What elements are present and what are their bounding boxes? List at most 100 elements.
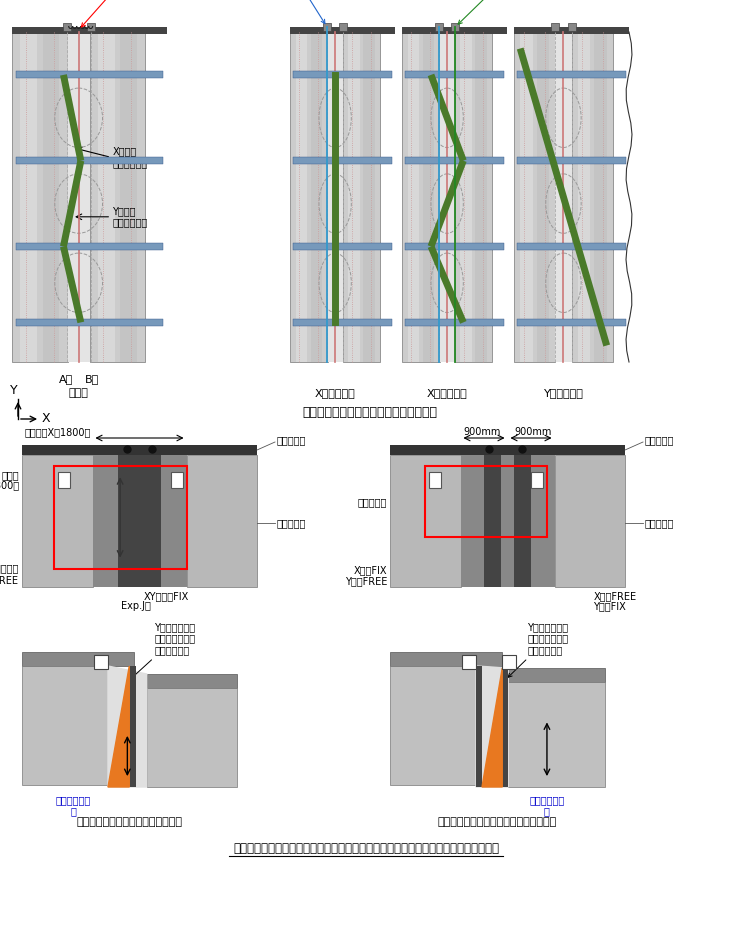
Text: 外壁ライン: 外壁ライン [645, 435, 674, 445]
Bar [390, 455, 460, 587]
Bar [89, 32, 145, 362]
Bar [518, 158, 626, 164]
Bar [425, 466, 548, 537]
Text: 内壁ライン: 内壁ライン [645, 518, 674, 528]
Bar [120, 32, 137, 362]
Text: 900mm: 900mm [514, 427, 552, 437]
Bar [293, 71, 392, 79]
Bar [343, 32, 381, 362]
Text: Y＝1800㎜: Y＝1800㎜ [0, 480, 19, 491]
Bar [22, 445, 257, 455]
Bar [296, 32, 307, 362]
Bar [92, 455, 187, 587]
Bar [460, 32, 471, 362]
Bar [408, 32, 419, 362]
Bar [531, 473, 543, 489]
Bar [518, 319, 626, 326]
Bar [293, 158, 392, 164]
Bar [86, 23, 94, 31]
Bar [402, 32, 440, 362]
Bar [290, 32, 328, 362]
Bar [537, 32, 549, 362]
Bar [16, 71, 163, 79]
Polygon shape [108, 666, 146, 787]
Bar [42, 32, 59, 362]
Bar [146, 688, 237, 787]
Text: X方向遠隔時: X方向遠隔時 [427, 388, 468, 398]
Bar [572, 32, 613, 362]
Bar [339, 23, 347, 31]
Bar [475, 32, 487, 362]
Text: B棟: B棟 [84, 374, 99, 384]
Bar [405, 319, 504, 326]
Bar [518, 71, 626, 79]
Text: X方向FIX: X方向FIX [354, 565, 387, 575]
Bar [22, 455, 92, 587]
Bar [290, 27, 395, 34]
Bar [594, 32, 607, 362]
Polygon shape [476, 666, 508, 787]
Text: 通常時: 通常時 [69, 388, 89, 398]
Text: Y方向FREE: Y方向FREE [345, 576, 387, 586]
Text: A棟: A棟 [59, 374, 72, 384]
Bar [12, 32, 68, 362]
Text: Y方向に
スライドする: Y方向に スライドする [112, 206, 148, 228]
Bar [518, 243, 626, 250]
Bar [58, 473, 70, 489]
Text: X: X [42, 413, 51, 425]
Text: 通常のエキスパンションジョイント: 通常のエキスパンションジョイント [77, 817, 182, 827]
Bar [435, 23, 443, 31]
Bar [514, 27, 629, 34]
Bar [550, 23, 559, 31]
Text: Y方向変位時に
落下する恐れの
ある開口：小: Y方向変位時に 落下する恐れの ある開口：小 [508, 622, 568, 678]
Bar [502, 666, 508, 787]
Text: 内壁ライン: 内壁ライン [0, 563, 19, 573]
Bar [22, 652, 134, 666]
Text: Y方向変位時に
落下する恐れの
ある開口：大: Y方向変位時に 落下する恐れの ある開口：大 [130, 622, 195, 679]
Bar [429, 473, 441, 489]
Text: 内壁ライン: 内壁ライン [277, 518, 307, 528]
Text: XY方向FREE: XY方向FREE [0, 575, 19, 585]
Bar [390, 652, 502, 666]
Text: 室内有効面積
大: 室内有効面積 大 [529, 795, 564, 816]
Bar [98, 32, 115, 362]
Bar [556, 32, 572, 362]
Text: 通常のエキスパンションジョイントと今回開発のエキスパンションジョイントの比較: 通常のエキスパンションジョイントと今回開発のエキスパンションジョイントの比較 [233, 842, 499, 855]
Bar [53, 466, 187, 568]
Bar [390, 666, 476, 785]
Bar [119, 455, 160, 587]
Bar [94, 655, 108, 669]
Polygon shape [108, 666, 130, 787]
Bar [405, 243, 504, 250]
Bar [20, 32, 37, 362]
Text: XY方向共FIX: XY方向共FIX [144, 591, 190, 601]
Bar [508, 682, 605, 787]
Bar [484, 455, 501, 587]
Bar [405, 158, 504, 164]
Bar [68, 32, 89, 362]
Bar [514, 455, 531, 587]
Bar [311, 32, 322, 362]
Bar [568, 23, 576, 31]
Text: 室内有効面積
小: 室内有効面積 小 [56, 795, 92, 816]
Bar [63, 23, 71, 31]
Polygon shape [482, 668, 502, 787]
Bar [508, 668, 605, 682]
Bar [514, 32, 556, 362]
Bar [187, 455, 257, 587]
Text: Exp.J床: Exp.J床 [121, 601, 151, 611]
Text: 直材フレーム
(中心フレームを
支持するフレーム): 直材フレーム (中心フレームを 支持するフレーム) [270, 0, 325, 24]
Bar [293, 319, 392, 326]
Text: エキスパンションジョイント部の概念図: エキスパンションジョイント部の概念図 [302, 405, 438, 419]
Bar [555, 455, 625, 587]
Text: 可動尺: 可動尺 [1, 471, 19, 480]
Bar [520, 32, 533, 362]
Text: X方向FREE: X方向FREE [593, 591, 636, 601]
Bar [578, 32, 590, 362]
Bar [455, 32, 493, 362]
Bar [423, 32, 434, 362]
Text: X方向に
スライドする: X方向に スライドする [112, 146, 148, 168]
Bar [16, 243, 163, 250]
Text: 斜材フレーム
(中心フレームが常に両棟の中心を
維持するフレーム): 斜材フレーム (中心フレームが常に両棟の中心を 維持するフレーム) [458, 0, 553, 24]
Text: 中心フレーム
(仕上部材を
支持する部材): 中心フレーム (仕上部材を 支持する部材) [81, 0, 146, 27]
